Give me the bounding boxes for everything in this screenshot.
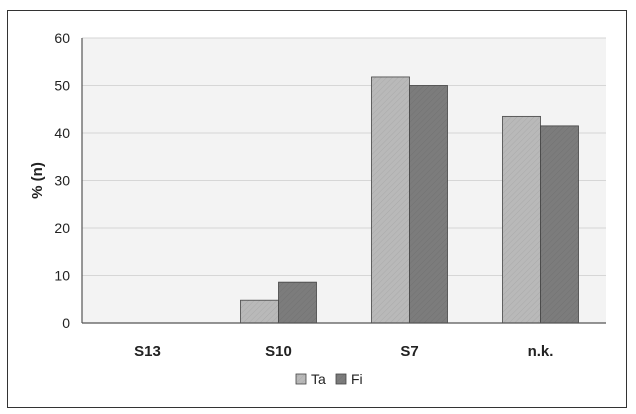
y-tick-label: 30 [54,173,70,189]
legend-label-Fi: Fi [351,371,363,387]
x-tick-label: n.k. [528,343,554,360]
x-tick-label: S10 [265,343,292,360]
bars [240,76,579,324]
bar-Ta-S10 [240,299,279,324]
y-tick-label: 50 [54,78,70,94]
bar-Fi-S7 [409,85,448,324]
y-tick-label: 10 [54,268,70,284]
x-tick-label: S7 [400,343,418,360]
legend-label-Ta: Ta [311,371,326,387]
bar-Fi-n.k. [540,125,579,324]
y-axis-label: % (n) [29,162,46,199]
y-tick-label: 40 [54,125,70,141]
bar-Ta-n.k. [502,115,541,324]
bar-Fi-S10 [278,281,317,324]
bar-Ta-S7 [371,76,410,324]
y-tick-labels: 0 10 20 30 40 50 60 [54,30,70,331]
x-tick-label: S13 [134,343,161,360]
y-tick-label: 20 [54,220,70,236]
legend-swatch-Fi [335,373,347,385]
legend-swatch-Ta [295,373,307,385]
y-tick-label: 0 [62,315,70,331]
legend: Ta Fi [295,371,363,387]
x-tick-labels: S13 S10 S7 n.k. [134,343,553,360]
y-tick-label: 60 [54,30,70,46]
